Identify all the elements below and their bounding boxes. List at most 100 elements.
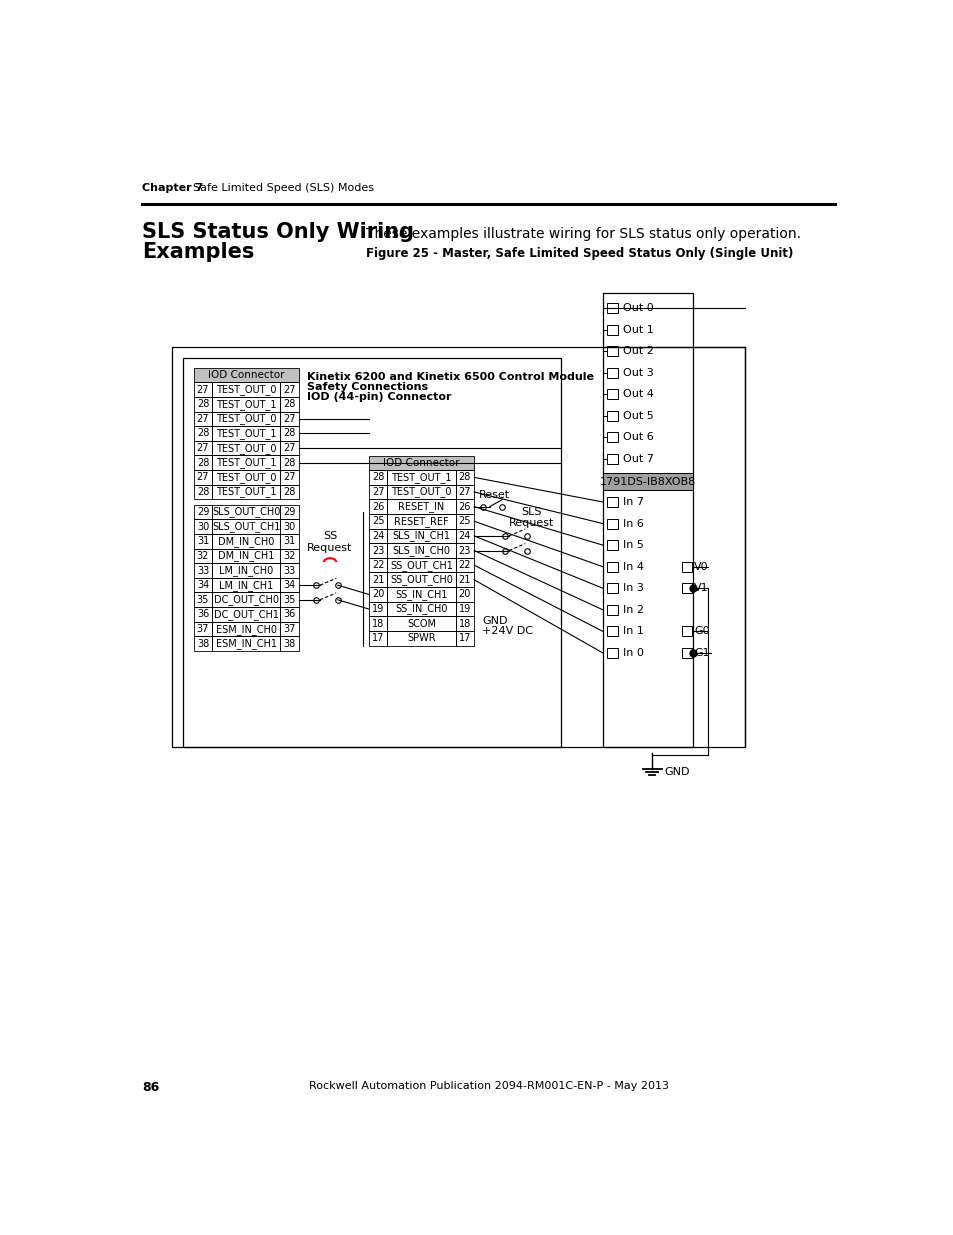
Text: 17: 17	[372, 634, 384, 643]
Bar	[456, 616, 474, 631]
Bar	[456, 558, 474, 573]
Bar	[369, 573, 387, 587]
Text: 29: 29	[283, 508, 295, 517]
Bar	[369, 499, 387, 514]
Text: 30: 30	[283, 521, 295, 531]
Bar	[387, 631, 456, 646]
Text: 33: 33	[283, 566, 295, 576]
Text: Kinetix 6200 and Kinetix 6500 Control Module: Kinetix 6200 and Kinetix 6500 Control Mo…	[307, 372, 593, 382]
Bar	[387, 601, 456, 616]
Text: 29: 29	[196, 508, 209, 517]
Text: SLS_IN_CH0: SLS_IN_CH0	[392, 545, 450, 556]
Text: LM_IN_CH0: LM_IN_CH0	[219, 566, 274, 576]
Bar	[280, 608, 298, 621]
Bar	[280, 578, 298, 593]
Bar	[456, 573, 474, 587]
Bar	[280, 548, 298, 563]
Bar	[607, 496, 617, 508]
Bar	[212, 608, 280, 621]
Text: In 4: In 4	[622, 562, 643, 572]
Bar	[212, 484, 280, 499]
Text: 18: 18	[372, 619, 384, 629]
Text: 19: 19	[458, 604, 471, 614]
Bar	[456, 471, 474, 484]
Text: 21: 21	[372, 574, 384, 585]
Bar	[681, 562, 691, 572]
Text: SLS_IN_CH1: SLS_IN_CH1	[392, 531, 450, 541]
Text: 34: 34	[283, 580, 295, 590]
Text: IOD (44-pin) Connector: IOD (44-pin) Connector	[307, 391, 451, 401]
Bar	[607, 432, 617, 442]
Text: 32: 32	[283, 551, 295, 561]
Text: 35: 35	[283, 595, 295, 605]
Text: TEST_OUT_1: TEST_OUT_1	[216, 399, 276, 410]
Text: RESET_IN: RESET_IN	[398, 501, 444, 513]
Bar	[183, 358, 560, 747]
Bar	[212, 593, 280, 608]
Text: 25: 25	[372, 516, 384, 526]
Bar	[607, 346, 617, 356]
Bar	[387, 499, 456, 514]
Text: 36: 36	[283, 609, 295, 620]
Bar	[369, 484, 387, 499]
Bar	[280, 520, 298, 534]
Text: 32: 32	[196, 551, 209, 561]
Text: 28: 28	[458, 472, 471, 483]
Bar	[212, 578, 280, 593]
Text: Out 2: Out 2	[622, 346, 653, 356]
Text: SCOM: SCOM	[407, 619, 436, 629]
Text: 27: 27	[372, 487, 384, 496]
Bar	[280, 621, 298, 636]
Text: ESM_IN_CH0: ESM_IN_CH0	[215, 624, 276, 635]
Text: GND: GND	[664, 767, 689, 777]
Bar	[607, 368, 617, 378]
Text: 27: 27	[283, 414, 295, 424]
Text: 20: 20	[372, 589, 384, 599]
Text: 38: 38	[196, 638, 209, 648]
Bar	[387, 573, 456, 587]
Text: SS_IN_CH1: SS_IN_CH1	[395, 589, 447, 600]
Text: 27: 27	[283, 384, 295, 395]
Bar	[280, 484, 298, 499]
Bar	[280, 593, 298, 608]
Text: SS_OUT_CH1: SS_OUT_CH1	[390, 559, 453, 571]
Bar	[212, 621, 280, 636]
Text: TEST_OUT_0: TEST_OUT_0	[391, 487, 452, 498]
Bar	[607, 454, 617, 464]
Text: 27: 27	[196, 443, 209, 453]
Bar	[193, 471, 212, 484]
Bar	[387, 558, 456, 573]
Text: SS_OUT_CH0: SS_OUT_CH0	[390, 574, 453, 585]
Text: DM_IN_CH0: DM_IN_CH0	[218, 536, 274, 547]
Text: Out 0: Out 0	[622, 303, 653, 312]
Bar	[280, 471, 298, 484]
Bar	[212, 396, 280, 411]
Bar	[387, 543, 456, 558]
Bar	[193, 426, 212, 441]
Bar	[212, 505, 280, 520]
Text: In 2: In 2	[622, 605, 643, 615]
Bar	[280, 456, 298, 471]
Bar	[607, 583, 617, 593]
Bar	[193, 368, 298, 383]
Text: 28: 28	[283, 487, 295, 496]
Text: TEST_OUT_0: TEST_OUT_0	[216, 414, 276, 425]
Bar	[456, 514, 474, 529]
Bar	[193, 456, 212, 471]
Text: SLS
Request: SLS Request	[508, 506, 554, 529]
Bar	[193, 534, 212, 548]
Bar	[280, 383, 298, 396]
Bar	[369, 616, 387, 631]
Text: G1: G1	[694, 648, 709, 658]
Text: 17: 17	[458, 634, 471, 643]
Bar	[193, 548, 212, 563]
Text: 21: 21	[458, 574, 471, 585]
Text: 31: 31	[283, 536, 295, 546]
Bar	[172, 347, 744, 747]
Bar	[280, 636, 298, 651]
Text: 35: 35	[196, 595, 209, 605]
Text: SS
Request: SS Request	[307, 531, 353, 553]
Text: 19: 19	[372, 604, 384, 614]
Bar	[212, 563, 280, 578]
Bar	[193, 505, 212, 520]
